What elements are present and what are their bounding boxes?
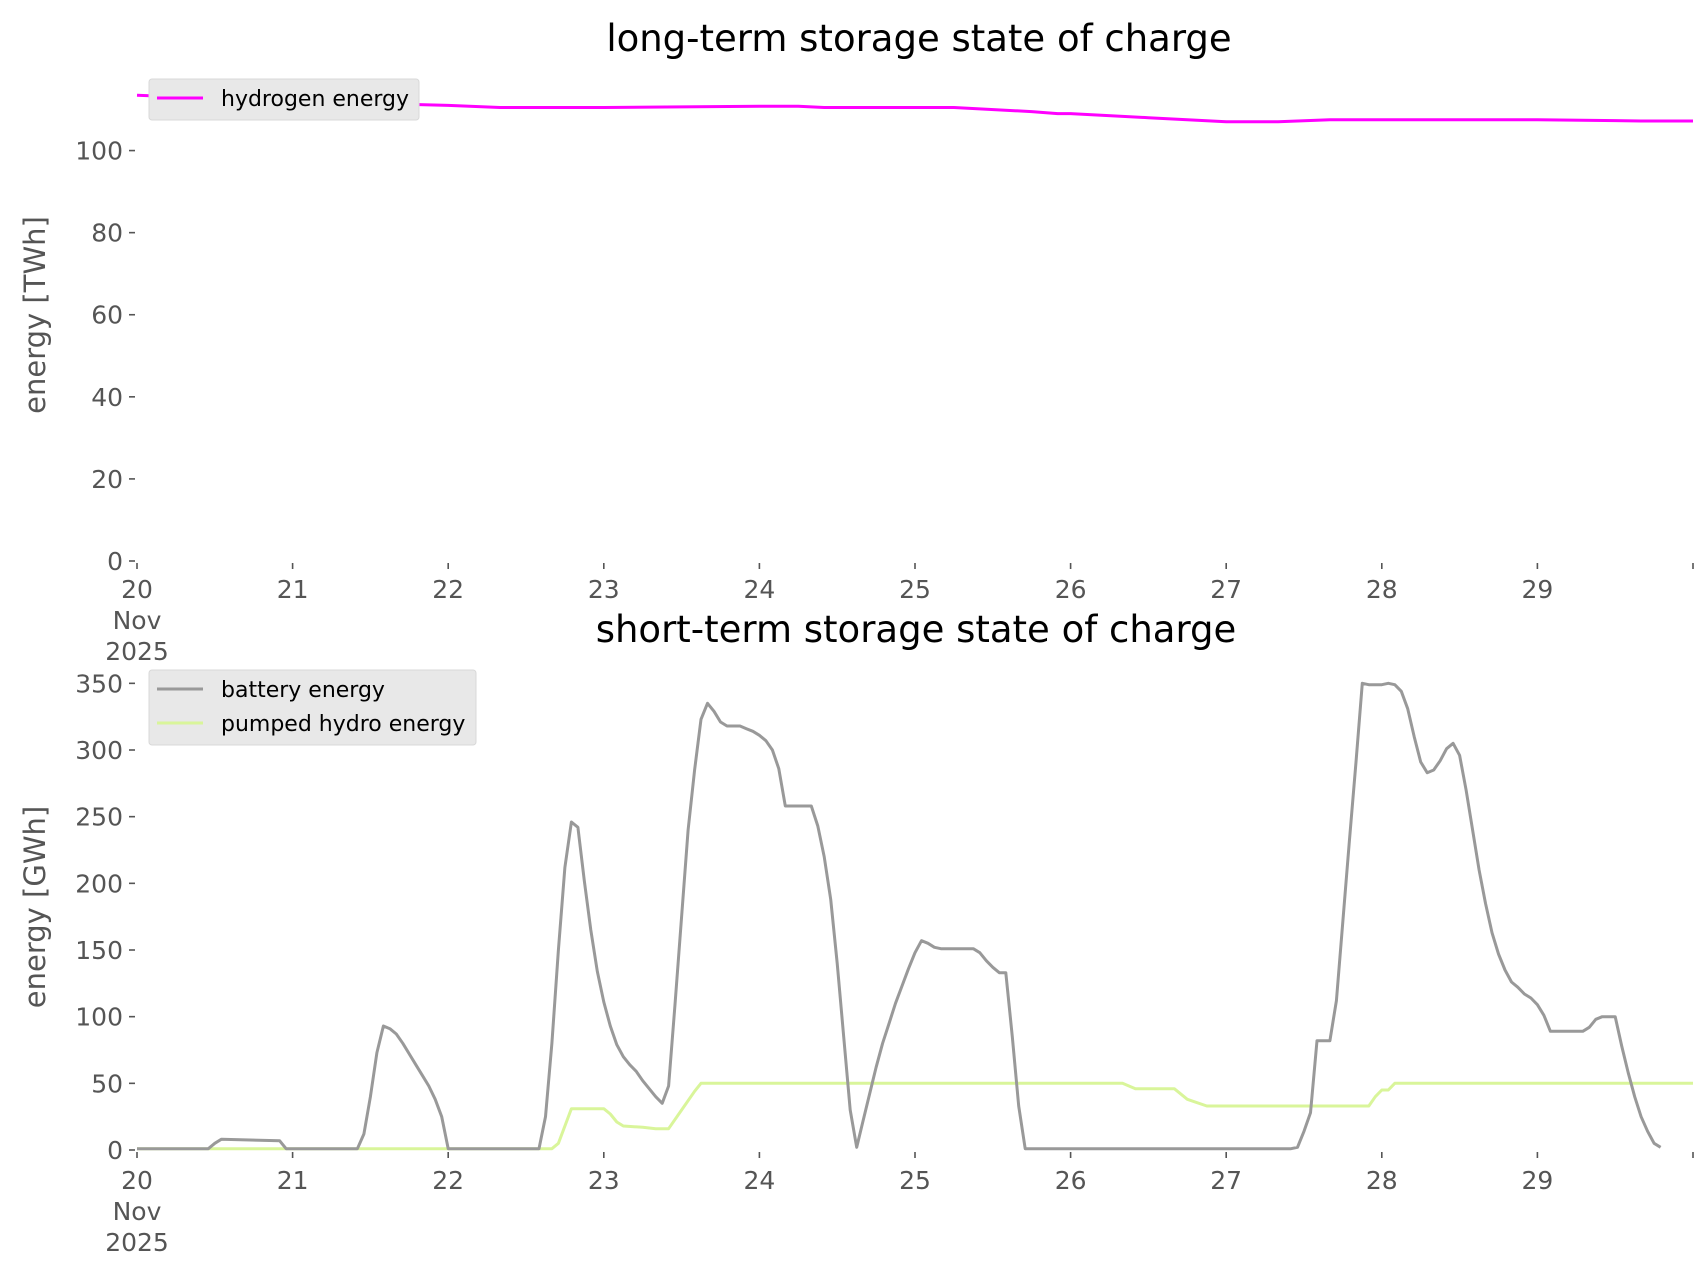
short-term-series-lines [137,681,1693,1151]
long-term-ytick-label: 40 [91,383,123,412]
short-term-ytick-label: 150 [75,936,123,965]
long-term-xtick-label-line: 29 [1521,575,1553,604]
long-term-series-lines [136,93,1693,124]
long-term-x-ticks: 20 Nov 2025 21 22 23 24 25 26 27 28 29 [105,563,1694,666]
short-term-xtick-label-line: 22 [432,1166,464,1195]
long-term-ytick-label: 80 [91,219,123,248]
long-term-xtick-label-line: 21 [277,575,309,604]
long-term-xtick-label-line: 23 [588,575,620,604]
short-term-xtick-label: 22 [432,1166,464,1195]
short-term-xtick-label-line: 20 [121,1166,153,1195]
short-term-xtick-label-line: 21 [277,1166,309,1195]
short-term-legend: battery energy pumped hydro energy [148,669,477,746]
short-term-xtick-label-line: 25 [899,1166,931,1195]
long-term-xtick-label: 24 [743,575,775,604]
short-term-xtick-label-line: 29 [1521,1166,1553,1195]
long-term-legend: hydrogen energy [148,78,420,121]
short-term-xtick-label-line: 23 [588,1166,620,1195]
long-term-xtick-label: 22 [432,575,464,604]
long-term-xtick-label-line: 26 [1055,575,1087,604]
short-term-xtick-label-line: 28 [1366,1166,1398,1195]
long-term-chart-ylabel: energy [TWh] [18,216,52,414]
short-term-xtick-label: 25 [899,1166,931,1195]
short-term-xtick-label-line: Nov [113,1197,162,1226]
long-term-legend-box [148,78,420,121]
short-term-y-ticks: 0 50 100 150 200 250 300 350 [75,669,135,1165]
short-term-chart-title: short-term storage state of charge [596,608,1237,651]
short-term-xtick-label: 23 [588,1166,620,1195]
short-term-xtick-label: 29 [1521,1166,1553,1195]
short-term-ytick-label: 100 [75,1003,123,1032]
short-term-ytick-label: 0 [107,1136,123,1165]
short-term-xtick-label: 26 [1055,1166,1087,1195]
long-term-xtick-label: 27 [1210,575,1242,604]
short-term-xtick-label: 28 [1366,1166,1398,1195]
legend-label-battery-energy: battery energy [221,678,385,703]
long-term-ytick-label: 20 [91,465,123,494]
legend-label-hydrogen-energy: hydrogen energy [221,87,409,112]
short-term-xtick-label: 20 Nov 2025 [105,1166,169,1257]
short-term-legend-box [148,669,477,746]
series-line-pumped-hydro-energy [137,1081,1693,1151]
legend-label-pumped-hydro-energy: pumped hydro energy [221,712,465,737]
long-term-xtick-label-line: 28 [1366,575,1398,604]
short-term-xtick-label: 21 [277,1166,309,1195]
short-term-chart-ylabel: energy [GWh] [18,806,52,1008]
short-term-ytick-label: 200 [75,869,123,898]
short-term-xtick-label: 27 [1210,1166,1242,1195]
short-term-ytick-label: 350 [75,669,123,698]
short-term-x-ticks: 20 Nov 2025 21 22 23 24 25 26 27 28 29 [105,1152,1694,1257]
long-term-xtick-label: 20 Nov 2025 [105,575,169,666]
long-term-xtick-label: 23 [588,575,620,604]
short-term-ytick-label: 250 [75,803,123,832]
long-term-chart: long-term storage state of charge energy… [18,17,1694,666]
short-term-xtick-label-line: 2025 [105,1228,169,1257]
series-line-hydrogen-energy [136,93,1693,124]
long-term-xtick-label-line: 24 [743,575,775,604]
short-term-ytick-label: 300 [75,736,123,765]
long-term-xtick-label-line: 27 [1210,575,1242,604]
long-term-xtick-label-line: 22 [432,575,464,604]
long-term-ytick-label: 60 [91,301,123,330]
short-term-chart: short-term storage state of charge energ… [18,608,1694,1257]
short-term-xtick-label-line: 27 [1210,1166,1242,1195]
long-term-xtick-label-line: Nov [113,606,162,635]
long-term-xtick-label-line: 25 [899,575,931,604]
long-term-chart-title: long-term storage state of charge [606,17,1231,60]
short-term-ytick-label: 50 [91,1069,123,1098]
long-term-ytick-label: 100 [75,137,123,166]
short-term-xtick-label: 24 [743,1166,775,1195]
long-term-xtick-label-line: 20 [121,575,153,604]
long-term-xtick-label: 28 [1366,575,1398,604]
long-term-xtick-label: 25 [899,575,931,604]
short-term-xtick-label-line: 24 [743,1166,775,1195]
short-term-xtick-label-line: 26 [1055,1166,1087,1195]
series-line-battery-energy [137,681,1662,1151]
long-term-xtick-label: 21 [277,575,309,604]
long-term-xtick-label: 29 [1521,575,1553,604]
long-term-y-ticks: 0 20 40 60 80 100 [75,137,135,576]
long-term-ytick-label: 0 [107,547,123,576]
long-term-xtick-label: 26 [1055,575,1087,604]
long-term-xtick-label-line: 2025 [105,637,169,666]
